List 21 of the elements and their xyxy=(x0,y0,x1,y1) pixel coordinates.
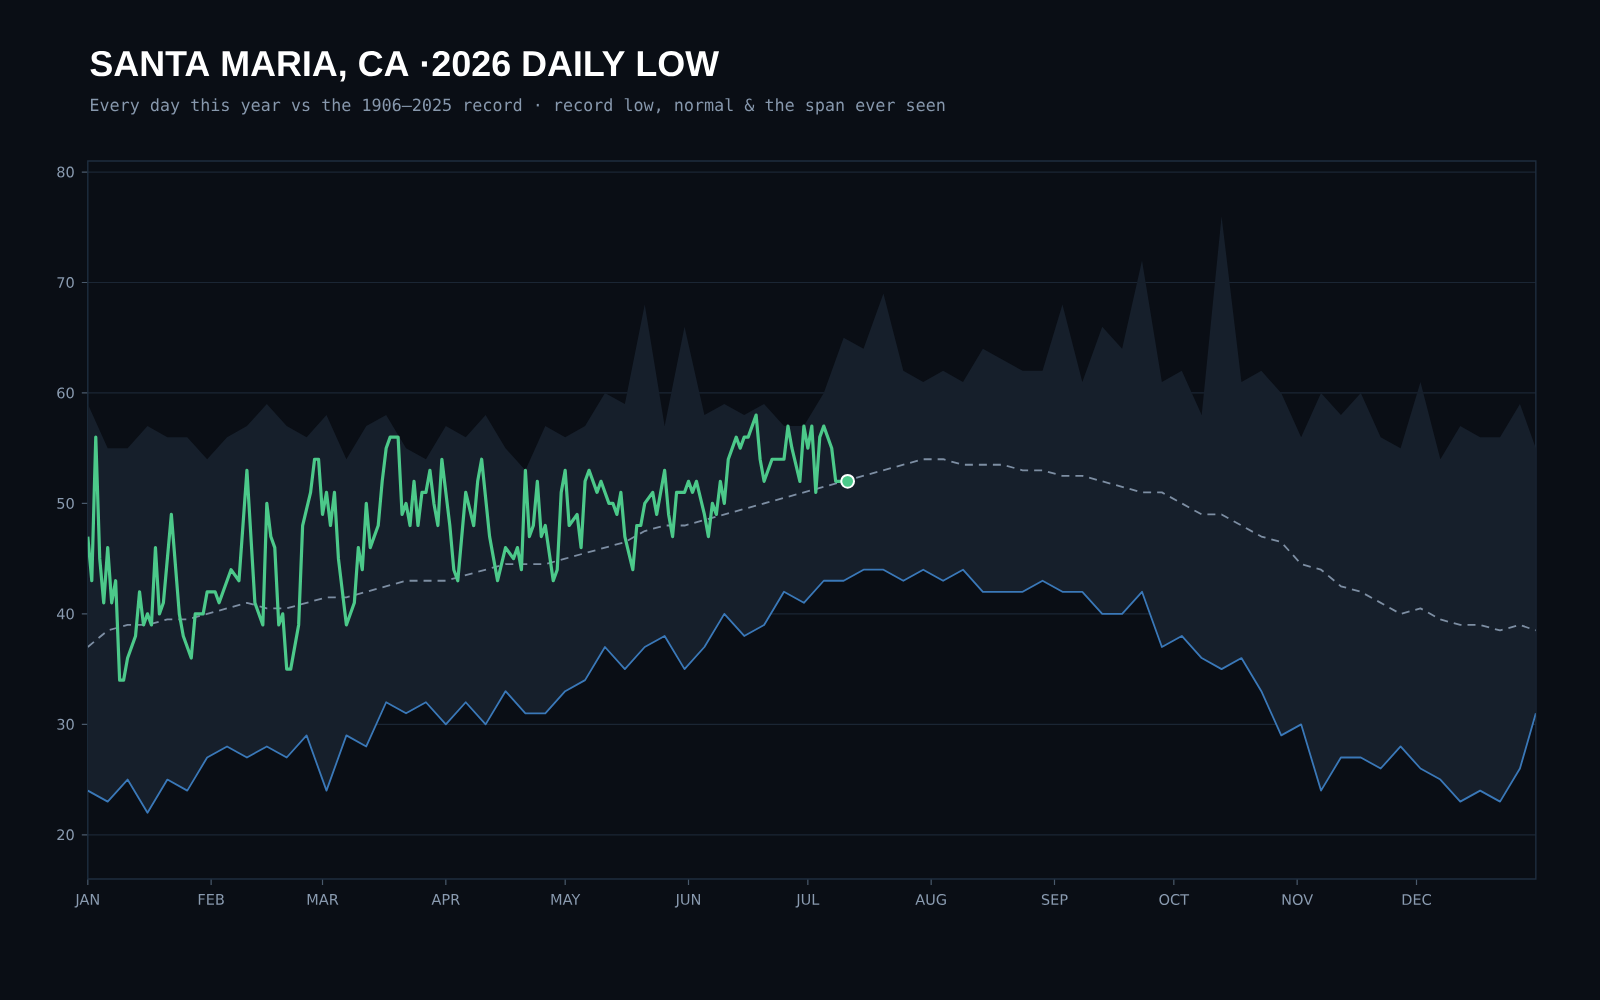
y-tick-label: 80 xyxy=(57,166,74,178)
y-tick-label: 60 xyxy=(57,387,74,399)
y-tick-label: 40 xyxy=(56,608,74,620)
x-tick-label: MAR xyxy=(307,894,339,905)
x-tick-label: SEP xyxy=(1041,894,1068,906)
y-tick-label: 30 xyxy=(57,718,74,730)
chart-title: SANTA MARIA, CA ·2026 DAILY LOW xyxy=(90,50,720,82)
x-tick-label: FEB xyxy=(198,894,224,905)
x-tick-label: OCT xyxy=(1159,894,1190,906)
x-tick-label: AUG xyxy=(915,894,946,906)
x-tick-label: JUN xyxy=(674,894,700,908)
y-tick-label: 50 xyxy=(57,497,74,509)
y-tick-label: 70 xyxy=(57,277,74,289)
y-tick-label: 20 xyxy=(57,829,74,841)
x-tick-label: JUL xyxy=(795,894,820,908)
x-tick-label: NOV xyxy=(1282,894,1314,906)
x-tick-label: APR xyxy=(431,894,460,905)
chart-subtitle: Every day this year vs the 1906–2025 record · record low, normal & the span ever seen xyxy=(91,98,945,115)
x-tick-label: JAN xyxy=(74,894,99,908)
x-tick-label: DEC xyxy=(1402,894,1431,906)
x-tick-label: MAY xyxy=(551,894,581,905)
